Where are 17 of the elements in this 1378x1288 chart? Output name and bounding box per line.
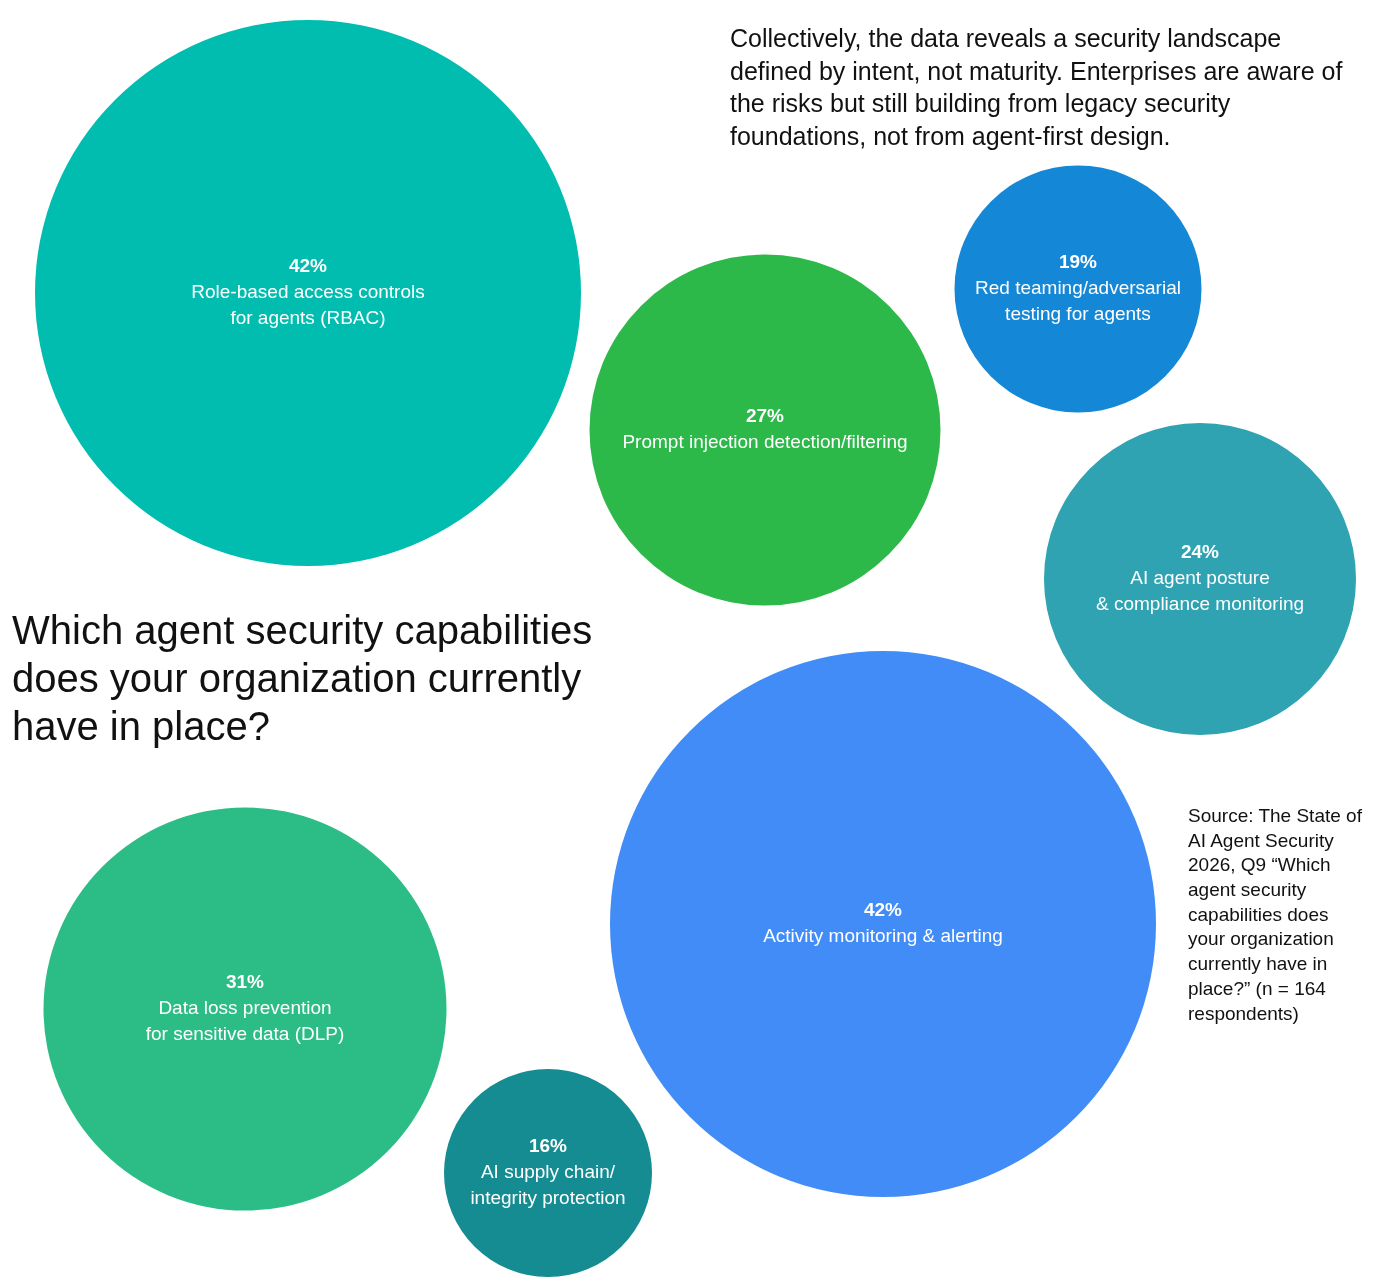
- data-label: 19%: [1058, 251, 1098, 273]
- data-label: 24%: [1180, 541, 1220, 563]
- category-label: Activity monitoring & alerting: [763, 925, 1003, 947]
- text: Source: The State of AI Agent Security 2026, Q9 “Which agent security capabilities does your organization currently have in place?” (n = 164 respondents): [1188, 805, 1362, 1024]
- category-label: Data loss prevention for sensitive data (DLP): [145, 997, 345, 1045]
- data-label: 42%: [863, 899, 903, 921]
- category-label: AI supply chain/ integrity protection: [470, 1161, 626, 1209]
- data-label: 16%: [528, 1135, 568, 1157]
- category-label: Role-based access controls for agents (RBAC): [191, 281, 425, 329]
- category-label: Prompt injection detection/filtering: [622, 431, 908, 453]
- data-label: 31%: [225, 971, 265, 993]
- text: Which agent security capabilities does your organization currently have in place?: [12, 607, 594, 750]
- data-label: 42%: [288, 255, 328, 277]
- category-label: Red teaming/adversarial testing for agents: [975, 277, 1181, 325]
- category-label: AI agent posture & compliance monitoring: [1095, 567, 1305, 615]
- text: Collectively, the data reveals a security landscape defined by intent, not maturity. Enterprises are aware of the risks but still building from legacy security foundations, not from agent-first design.: [730, 23, 1344, 152]
- data-label: 27%: [745, 405, 785, 427]
